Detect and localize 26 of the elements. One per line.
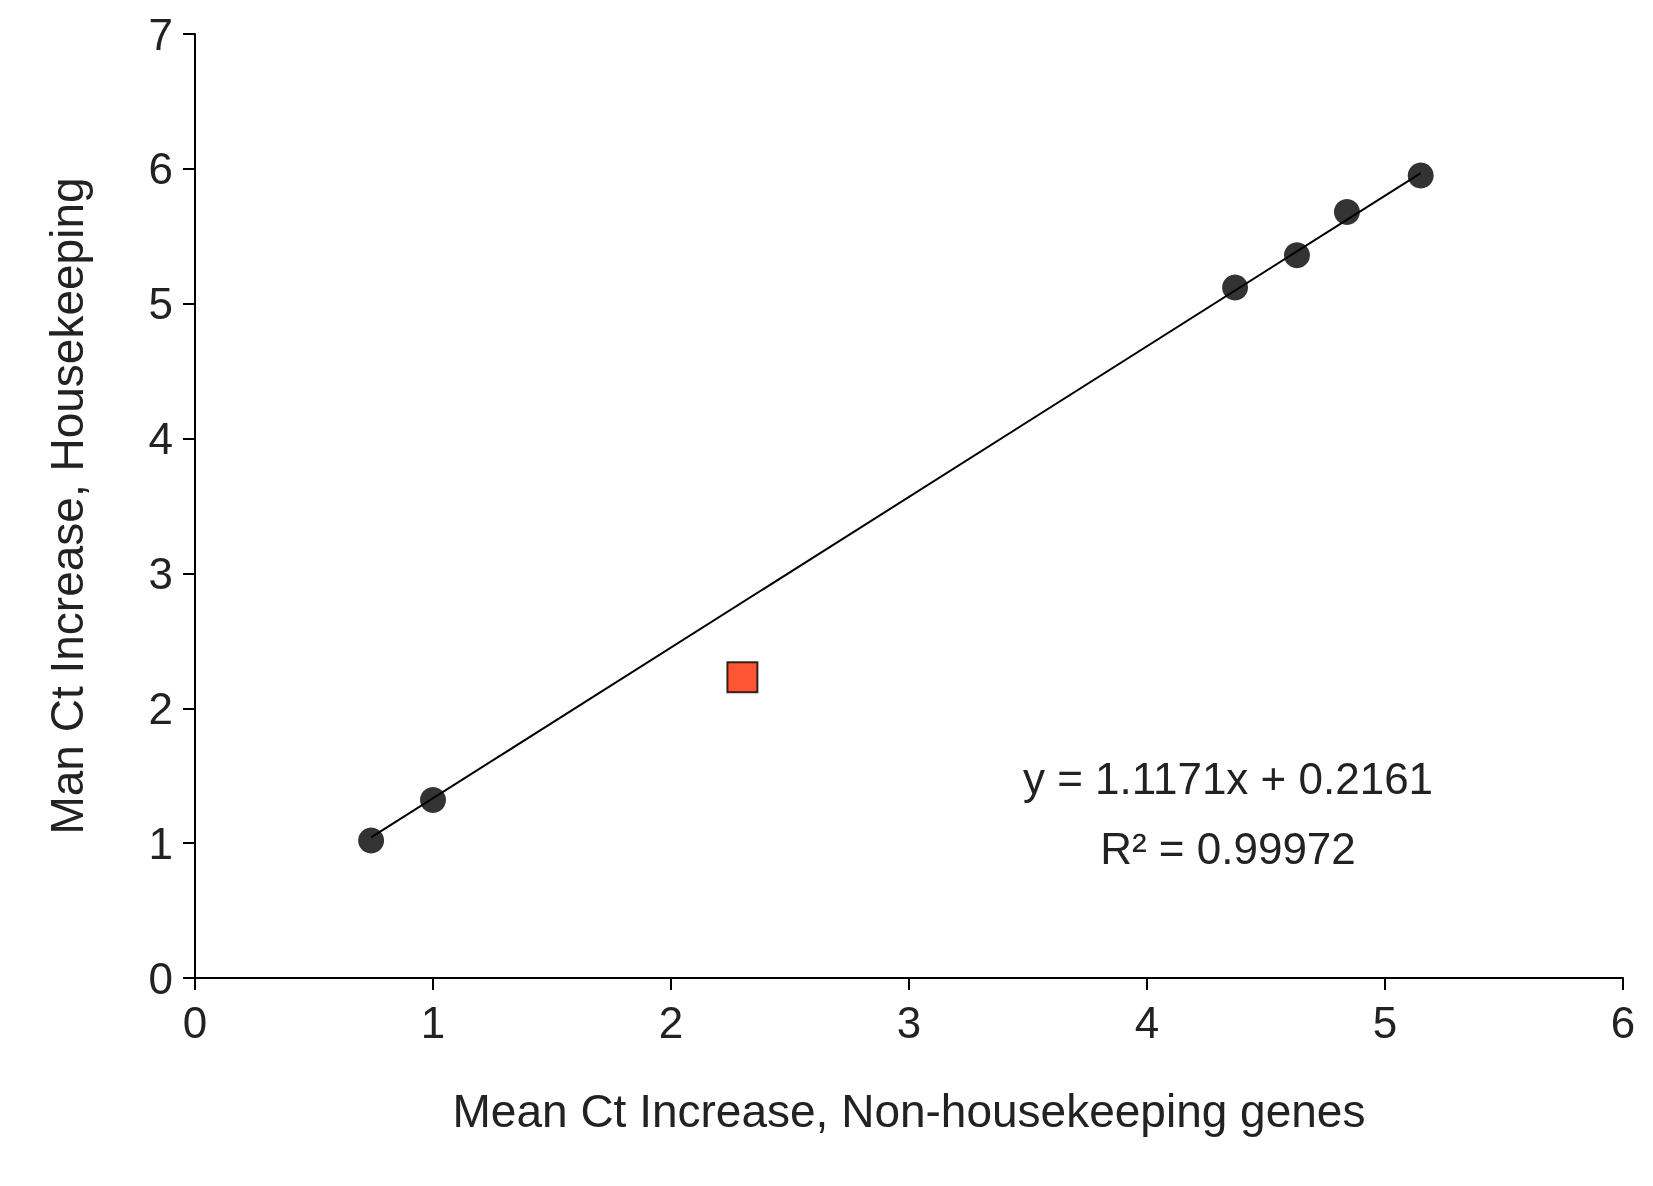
y-tick-label: 7 (148, 9, 173, 59)
x-axis-title: Mean Ct Increase, Non-housekeeping genes (452, 1085, 1366, 1137)
point (1407, 162, 1434, 189)
y-tick-label: 4 (148, 414, 173, 464)
y-tick-label: 2 (148, 683, 173, 733)
x-tick-label: 0 (182, 997, 208, 1047)
y-tick-label: 5 (148, 279, 173, 329)
x-tick-label: 1 (420, 997, 446, 1047)
y-tick-label: 1 (148, 818, 173, 868)
annotation: R² = 0.99972 (1100, 823, 1356, 873)
point (1333, 199, 1360, 225)
y-tick-label: 6 (148, 144, 173, 194)
point (726, 661, 759, 694)
x-tick-label: 3 (896, 997, 922, 1047)
point (420, 786, 446, 813)
x-tick-label: 6 (1610, 997, 1636, 1047)
annotation: y = 1.1171x + 0.2161 (1022, 753, 1434, 803)
y-tick-label: 0 (148, 953, 173, 1003)
y-tick-label: 3 (148, 548, 173, 598)
x-tick-label: 2 (658, 997, 684, 1047)
y-axis-title: Man Ct Increase, Housekeeping (41, 177, 93, 835)
x-tick-label: 5 (1372, 997, 1398, 1047)
point (358, 827, 385, 854)
x-tick-label: 4 (1134, 997, 1160, 1047)
point (1222, 274, 1249, 301)
point (1283, 242, 1310, 269)
